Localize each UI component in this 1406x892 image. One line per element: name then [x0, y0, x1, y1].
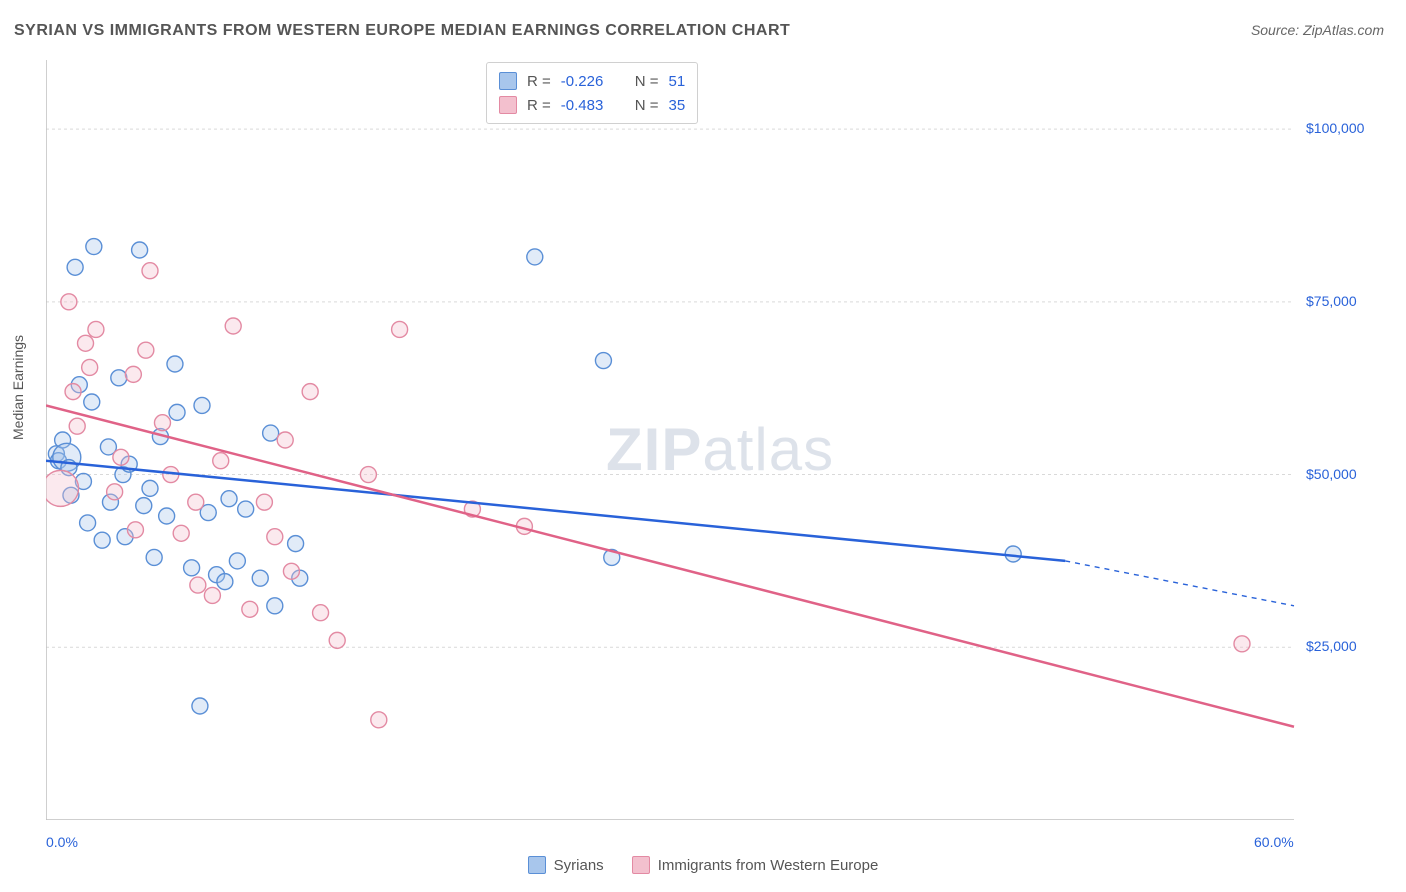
- source-attribution: Source: ZipAtlas.com: [1251, 22, 1384, 38]
- legend-label-syrians: Syrians: [554, 857, 604, 874]
- y-tick-label: $50,000: [1306, 466, 1357, 482]
- correlation-legend: R = -0.226 N = 51 R = -0.483 N = 35: [486, 62, 698, 124]
- chart-container: SYRIAN VS IMMIGRANTS FROM WESTERN EUROPE…: [0, 0, 1406, 892]
- legend-item-we: Immigrants from Western Europe: [632, 856, 879, 874]
- x-tick-label: 0.0%: [46, 834, 78, 850]
- chart-title: SYRIAN VS IMMIGRANTS FROM WESTERN EUROPE…: [14, 22, 790, 40]
- n-label: N =: [635, 73, 659, 90]
- legend-item-syrians: Syrians: [528, 856, 604, 874]
- y-tick-label: $100,000: [1306, 120, 1364, 136]
- series-legend: Syrians Immigrants from Western Europe: [0, 856, 1406, 874]
- chart-area: R = -0.226 N = 51 R = -0.483 N = 35 ZIPa…: [46, 60, 1366, 820]
- r-label: R =: [527, 97, 551, 114]
- y-axis-label: Median Earnings: [10, 335, 26, 440]
- swatch-we: [499, 96, 517, 114]
- swatch-syrians: [499, 72, 517, 90]
- n-value-we: 35: [669, 97, 686, 114]
- swatch-we-icon: [632, 856, 650, 874]
- swatch-syrians-icon: [528, 856, 546, 874]
- r-label: R =: [527, 73, 551, 90]
- legend-row-syrians: R = -0.226 N = 51: [499, 69, 685, 93]
- x-tick-label: 60.0%: [1254, 834, 1294, 850]
- scatter-chart-svg: [46, 60, 1366, 820]
- legend-label-we: Immigrants from Western Europe: [658, 857, 879, 874]
- r-value-syrians: -0.226: [561, 73, 617, 90]
- legend-row-we: R = -0.483 N = 35: [499, 93, 685, 117]
- n-label: N =: [635, 97, 659, 114]
- y-tick-label: $75,000: [1306, 293, 1357, 309]
- n-value-syrians: 51: [669, 73, 686, 90]
- y-tick-label: $25,000: [1306, 638, 1357, 654]
- r-value-we: -0.483: [561, 97, 617, 114]
